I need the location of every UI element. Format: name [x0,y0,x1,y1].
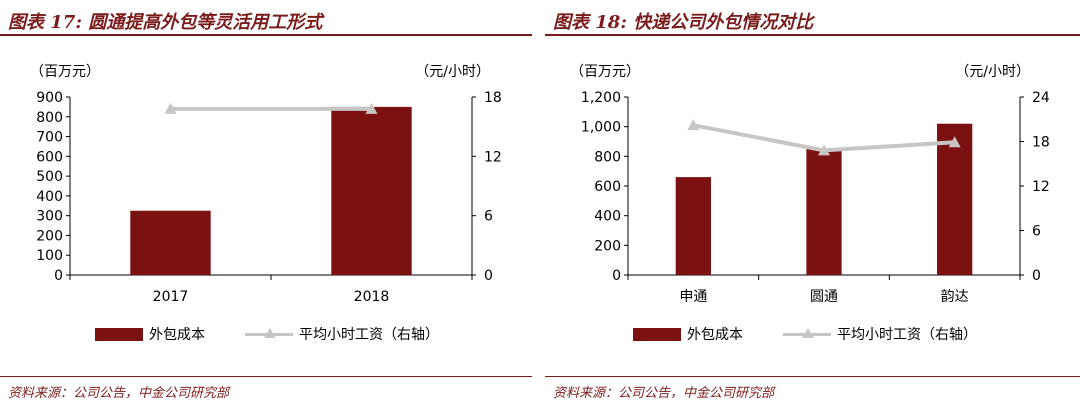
line-marker [365,102,378,114]
legend-item-line: 平均小时工资（右轴） [783,324,977,344]
right-axis-tick-label: 12 [1032,179,1050,195]
x-axis-tick-label: 2017 [153,289,189,305]
chart-legend: 外包成本 平均小时工资（右轴） [633,324,1007,344]
left-axis-tick-label: 0 [54,268,63,284]
chart-1: （百万元） （元/小时） 0 100 200 300 400 500 600 700 800 900 0… [30,64,502,305]
bar [331,106,412,275]
left-axis-tick-label: 200 [36,228,63,244]
chart-legend: 外包成本 平均小时工资（右轴） [95,324,469,344]
legend-label: 平均小时工资（右轴） [299,327,439,343]
left-axis-tick-label: 800 [36,110,63,126]
left-axis-tick-label: 300 [36,209,63,225]
line-marker [164,102,177,114]
right-axis-tick-label: 0 [484,268,493,284]
left-axis-tick-label: 200 [594,238,621,254]
chart-panel-2: 图表 18: 快递公司外包情况对比 （百万元） （元/小时） 0 200 400 600 8… [545,0,1080,405]
line-marker [948,136,961,148]
source-divider [0,376,532,377]
left-axis-tick-label: 0 [612,268,621,284]
left-axis-tick-label: 500 [36,169,63,185]
bar [806,148,842,275]
legend-item-bar: 外包成本 [633,324,743,344]
chart-panel-1: 图表 17: 圆通提高外包等灵活用工形式 （百万元） （元/小时） 0 100 200 3… [0,0,532,405]
left-axis-tick-label: 400 [594,209,621,225]
right-axis-unit-label: （元/小时） [415,64,490,80]
bar [130,210,211,275]
panel-title: 图表 18: 快递公司外包情况对比 [553,12,814,33]
left-axis-tick-label: 600 [594,179,621,195]
legend-item-line: 平均小时工资（右轴） [245,324,439,344]
source-note: 资料来源：公司公告，中金公司研究部 [8,386,230,401]
left-axis-tick-label: 600 [36,149,63,165]
right-axis-tick-label: 0 [1032,268,1041,284]
title-divider [545,34,1080,36]
right-axis-tick-label: 24 [1032,90,1050,106]
line-marker [818,144,830,156]
x-axis-tick-label: 申通 [679,289,707,305]
x-axis-tick-label: 圆通 [810,289,838,305]
legend-label: 外包成本 [149,327,205,343]
x-axis-tick-label: 2018 [354,289,390,305]
right-axis-tick-label: 6 [1032,224,1041,240]
legend-line-swatch [245,327,293,341]
title-divider [0,34,532,36]
source-divider [545,376,1080,377]
source-note: 资料来源：公司公告，中金公司研究部 [553,386,775,401]
left-axis-tick-label: 900 [36,90,63,106]
left-axis-tick-label: 1,000 [581,120,621,136]
legend-line-swatch [783,327,831,341]
right-axis-tick-label: 18 [1032,135,1050,151]
legend-label: 外包成本 [687,327,743,343]
x-axis-tick-label: 韵达 [941,289,969,305]
chart-2: （百万元） （元/小时） 0 200 400 600 800 1,000 1,200 0 6 12 18… [570,64,1050,305]
left-axis-tick-label: 400 [36,189,63,205]
right-axis-tick-label: 6 [484,209,493,225]
left-axis-tick-label: 700 [36,130,63,146]
legend-bar-swatch [95,327,143,341]
legend-label: 平均小时工资（右轴） [837,327,977,343]
line-marker [687,119,700,131]
panel-title: 图表 17: 圆通提高外包等灵活用工形式 [8,12,323,33]
right-axis-tick-label: 18 [484,90,502,106]
left-axis-unit-label: （百万元） [570,64,640,80]
bar [937,123,973,275]
right-axis-tick-label: 12 [484,149,502,165]
legend-item-bar: 外包成本 [95,324,205,344]
left-axis-tick-label: 1,200 [581,90,621,106]
legend-bar-swatch [633,327,681,341]
left-axis-tick-label: 100 [36,248,63,264]
left-axis-tick-label: 800 [594,149,621,165]
left-axis-unit-label: （百万元） [30,64,100,80]
right-axis-unit-label: （元/小时） [955,64,1030,80]
bar [675,177,711,275]
